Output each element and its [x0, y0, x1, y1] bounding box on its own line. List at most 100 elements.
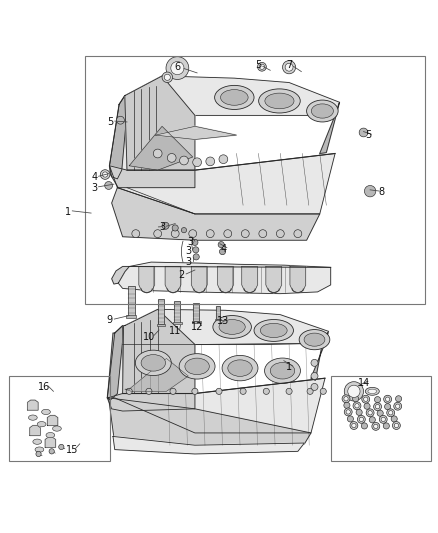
Circle shape: [49, 449, 54, 454]
Circle shape: [171, 61, 184, 75]
Circle shape: [192, 388, 198, 394]
Polygon shape: [110, 96, 127, 179]
Circle shape: [364, 185, 376, 197]
Polygon shape: [115, 310, 328, 344]
Polygon shape: [139, 266, 155, 293]
Ellipse shape: [179, 354, 215, 379]
Polygon shape: [109, 398, 311, 446]
Circle shape: [206, 157, 215, 166]
Circle shape: [285, 63, 293, 71]
Polygon shape: [242, 266, 258, 293]
Circle shape: [344, 382, 364, 401]
Circle shape: [258, 62, 266, 71]
Polygon shape: [118, 262, 331, 294]
Circle shape: [364, 397, 368, 401]
Text: 4: 4: [91, 172, 97, 182]
Circle shape: [359, 417, 364, 422]
Circle shape: [346, 410, 350, 414]
Bar: [9, 376, 110, 462]
Polygon shape: [119, 76, 339, 115]
Circle shape: [374, 397, 381, 403]
Circle shape: [153, 149, 162, 158]
Text: 1: 1: [65, 207, 71, 217]
Circle shape: [389, 410, 393, 415]
Circle shape: [164, 74, 170, 80]
Circle shape: [364, 403, 370, 409]
Text: 6: 6: [174, 62, 180, 72]
Ellipse shape: [311, 104, 333, 118]
Circle shape: [193, 247, 199, 253]
Ellipse shape: [42, 409, 50, 415]
Circle shape: [146, 388, 152, 394]
Ellipse shape: [254, 319, 293, 342]
Text: 16: 16: [38, 382, 50, 392]
Polygon shape: [47, 415, 58, 425]
Text: 9: 9: [106, 315, 113, 325]
Circle shape: [381, 417, 385, 422]
Circle shape: [369, 417, 375, 423]
Circle shape: [311, 373, 318, 379]
Circle shape: [170, 388, 176, 394]
Circle shape: [286, 388, 292, 394]
Polygon shape: [266, 266, 282, 293]
Text: 13: 13: [217, 316, 230, 326]
Circle shape: [117, 116, 124, 124]
Circle shape: [361, 423, 367, 429]
Circle shape: [350, 422, 358, 430]
Circle shape: [344, 408, 352, 416]
Text: 3: 3: [159, 222, 165, 232]
Circle shape: [391, 416, 397, 422]
Circle shape: [385, 397, 390, 401]
Ellipse shape: [35, 447, 44, 452]
Circle shape: [362, 395, 370, 403]
Circle shape: [167, 154, 176, 162]
Circle shape: [353, 395, 359, 402]
Bar: [216, 306, 220, 319]
Polygon shape: [107, 393, 195, 411]
Circle shape: [375, 405, 380, 409]
Text: 14: 14: [358, 377, 371, 387]
Circle shape: [189, 230, 197, 238]
Polygon shape: [107, 326, 123, 400]
Polygon shape: [110, 166, 195, 188]
Circle shape: [374, 424, 378, 429]
Ellipse shape: [368, 389, 377, 393]
Polygon shape: [113, 437, 304, 454]
Circle shape: [100, 169, 110, 179]
Polygon shape: [191, 266, 207, 293]
Circle shape: [368, 410, 372, 415]
Ellipse shape: [265, 358, 300, 383]
Ellipse shape: [228, 360, 252, 376]
Circle shape: [366, 409, 374, 417]
Ellipse shape: [365, 387, 379, 395]
Circle shape: [218, 241, 224, 248]
Bar: [192, 321, 201, 323]
Circle shape: [394, 423, 399, 427]
Circle shape: [181, 228, 187, 233]
Circle shape: [224, 230, 232, 238]
Text: 15: 15: [66, 445, 78, 455]
Circle shape: [193, 158, 201, 167]
Bar: [215, 319, 221, 320]
Text: 7: 7: [286, 60, 292, 70]
Circle shape: [240, 388, 246, 394]
Circle shape: [385, 403, 391, 410]
Circle shape: [384, 395, 392, 403]
Circle shape: [171, 230, 179, 238]
Circle shape: [294, 230, 302, 238]
Polygon shape: [107, 326, 325, 433]
Bar: [85, 56, 425, 304]
Circle shape: [347, 416, 353, 422]
Circle shape: [320, 388, 326, 394]
Bar: [128, 286, 135, 316]
Text: 3: 3: [185, 246, 191, 256]
Circle shape: [379, 415, 387, 423]
Circle shape: [172, 225, 178, 231]
Circle shape: [344, 402, 350, 408]
Text: 12: 12: [191, 322, 203, 332]
Circle shape: [283, 61, 296, 74]
Ellipse shape: [141, 354, 166, 371]
Ellipse shape: [299, 329, 330, 350]
Circle shape: [311, 359, 318, 366]
Circle shape: [342, 395, 350, 403]
